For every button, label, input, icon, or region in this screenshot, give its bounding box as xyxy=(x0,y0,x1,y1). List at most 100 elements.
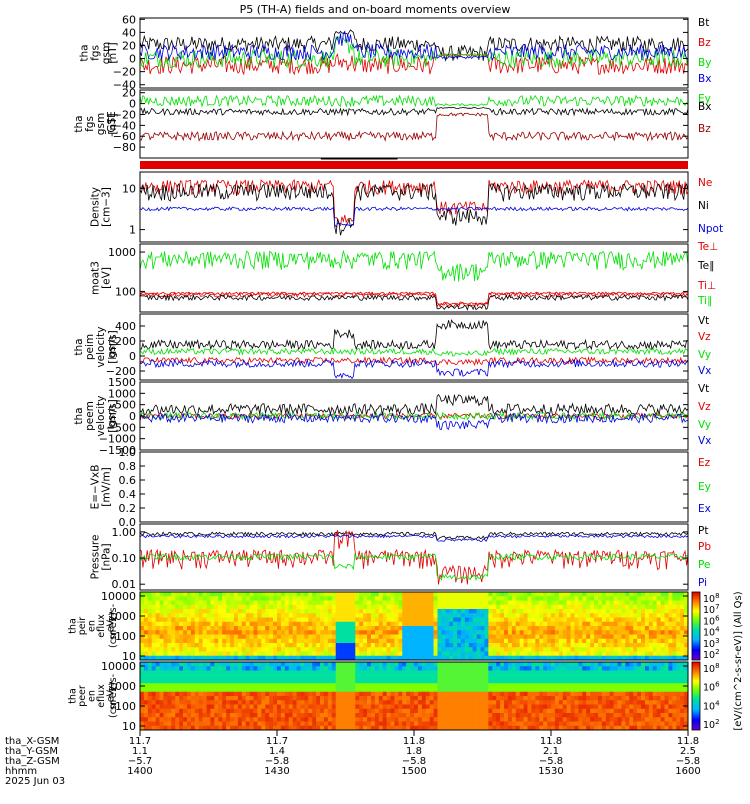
spectrogram-cell xyxy=(449,713,454,718)
spectrogram-cell xyxy=(300,651,305,657)
spectrogram-cell xyxy=(183,717,188,722)
spectrogram-cell xyxy=(367,626,372,631)
spectrogram-cell xyxy=(445,662,450,667)
spectrogram-cell xyxy=(453,713,458,718)
spectrogram-cell xyxy=(159,713,164,718)
spectrogram-cell xyxy=(277,617,282,623)
spectrogram-cell xyxy=(261,592,266,597)
spectrogram-cell xyxy=(539,696,544,701)
spectrogram-cell xyxy=(292,666,297,671)
spectrogram-cell xyxy=(625,713,630,718)
spectrogram-cell xyxy=(504,643,509,648)
spectrogram-cell xyxy=(668,596,673,601)
spectrogram-cell xyxy=(664,651,669,657)
spectrogram-cell xyxy=(304,666,309,671)
spectrogram-cell xyxy=(222,704,227,710)
spectrogram-cell xyxy=(257,630,262,635)
spectrogram-cell xyxy=(269,647,274,652)
spectrogram-cell xyxy=(222,592,227,597)
spectrogram-cell xyxy=(582,721,587,727)
spectrogram-cell xyxy=(453,647,458,652)
spectrogram-cell xyxy=(488,662,493,667)
spectrogram-cell xyxy=(308,617,313,623)
spectrogram-cell xyxy=(605,683,611,688)
spectrogram-cell xyxy=(378,647,383,652)
y-tick-label: 0 xyxy=(129,410,136,423)
spectrogram-cell xyxy=(644,592,650,597)
spectrogram-cell xyxy=(633,700,638,705)
spectrogram-cell xyxy=(265,666,270,671)
spectrogram-cell xyxy=(515,621,520,627)
spectrogram-cell xyxy=(633,617,638,623)
spectrogram-cell xyxy=(230,617,235,623)
spectrogram-cell xyxy=(327,691,333,697)
spectrogram-cell xyxy=(441,713,446,718)
spectrogram-cell xyxy=(269,666,274,671)
spectrogram-cell xyxy=(449,662,454,667)
spectrogram-cell xyxy=(656,604,661,610)
spectrogram-cell xyxy=(660,708,665,714)
spectrogram-cell xyxy=(660,647,665,652)
spectrogram-cell xyxy=(558,609,564,614)
spectrogram-cell xyxy=(617,592,622,597)
y-axis-label: eV xyxy=(106,689,117,702)
spectrogram-cell xyxy=(449,621,454,627)
spectrogram-cell xyxy=(143,655,149,661)
spectrogram-cell xyxy=(222,691,227,697)
spectrogram-cell xyxy=(472,679,477,684)
spectrogram-cell xyxy=(151,626,156,631)
spectrogram-cell xyxy=(386,604,391,610)
spectrogram-cell xyxy=(288,604,293,610)
spectrogram-cell xyxy=(167,670,172,676)
spectrogram-cell xyxy=(629,687,634,693)
spectrogram-cell xyxy=(417,617,423,623)
spectrogram-cell xyxy=(378,704,383,710)
spectrogram-cell xyxy=(206,596,211,601)
spectrogram-cell xyxy=(394,725,399,731)
spectrogram-cell xyxy=(343,666,348,671)
spectrogram-cell xyxy=(547,634,552,640)
spectrogram-cell xyxy=(253,713,258,718)
spectrogram-cell xyxy=(155,638,160,644)
spectrogram-cell xyxy=(578,674,583,680)
spectrogram-cell xyxy=(241,700,246,705)
spectrogram-cell xyxy=(214,687,219,693)
spectrogram-cell xyxy=(496,674,501,680)
spectrogram-cell xyxy=(472,691,477,697)
spectrogram-cell xyxy=(171,721,176,727)
spectrogram-cell xyxy=(453,687,458,693)
spectrogram-cell xyxy=(641,643,646,648)
spectrogram-cell xyxy=(648,721,654,727)
spectrogram-cell xyxy=(233,621,239,627)
spectrogram-cell xyxy=(578,604,583,610)
spectrogram-cell xyxy=(155,696,160,701)
spectrogram-cell xyxy=(159,621,164,627)
spectrogram-cell xyxy=(335,700,340,705)
spectrogram-cell xyxy=(535,725,540,731)
y-axis-label: gsm xyxy=(106,405,118,427)
spectrogram-cell xyxy=(167,713,172,718)
spectrogram-cell xyxy=(312,596,317,601)
spectrogram-cell xyxy=(390,592,395,597)
spectrogram-cell xyxy=(464,647,470,652)
spectrogram-cell xyxy=(656,592,661,597)
spectrogram-cell xyxy=(198,630,203,635)
spectrogram-cell xyxy=(519,643,524,648)
spectrogram-cell xyxy=(206,721,211,727)
spectrogram-cell xyxy=(237,638,243,644)
spectrogram-cell xyxy=(414,713,419,718)
spectrogram-cell xyxy=(163,630,168,635)
spectrogram-cell xyxy=(390,704,395,710)
spectrogram-cell xyxy=(414,679,419,684)
spectrogram-cell xyxy=(331,613,337,618)
spectrogram-cell xyxy=(453,630,458,635)
spectrogram-cell xyxy=(253,679,258,684)
spectrogram-cell xyxy=(496,592,501,597)
spectrogram-cell xyxy=(249,609,254,614)
spectrogram-cell xyxy=(253,704,258,710)
spectrogram-cell xyxy=(641,630,646,635)
spectrogram-cell xyxy=(500,651,505,657)
spectrogram-cell xyxy=(652,713,657,718)
spectrogram-cell xyxy=(492,596,497,601)
spectrogram-cell xyxy=(218,683,223,688)
